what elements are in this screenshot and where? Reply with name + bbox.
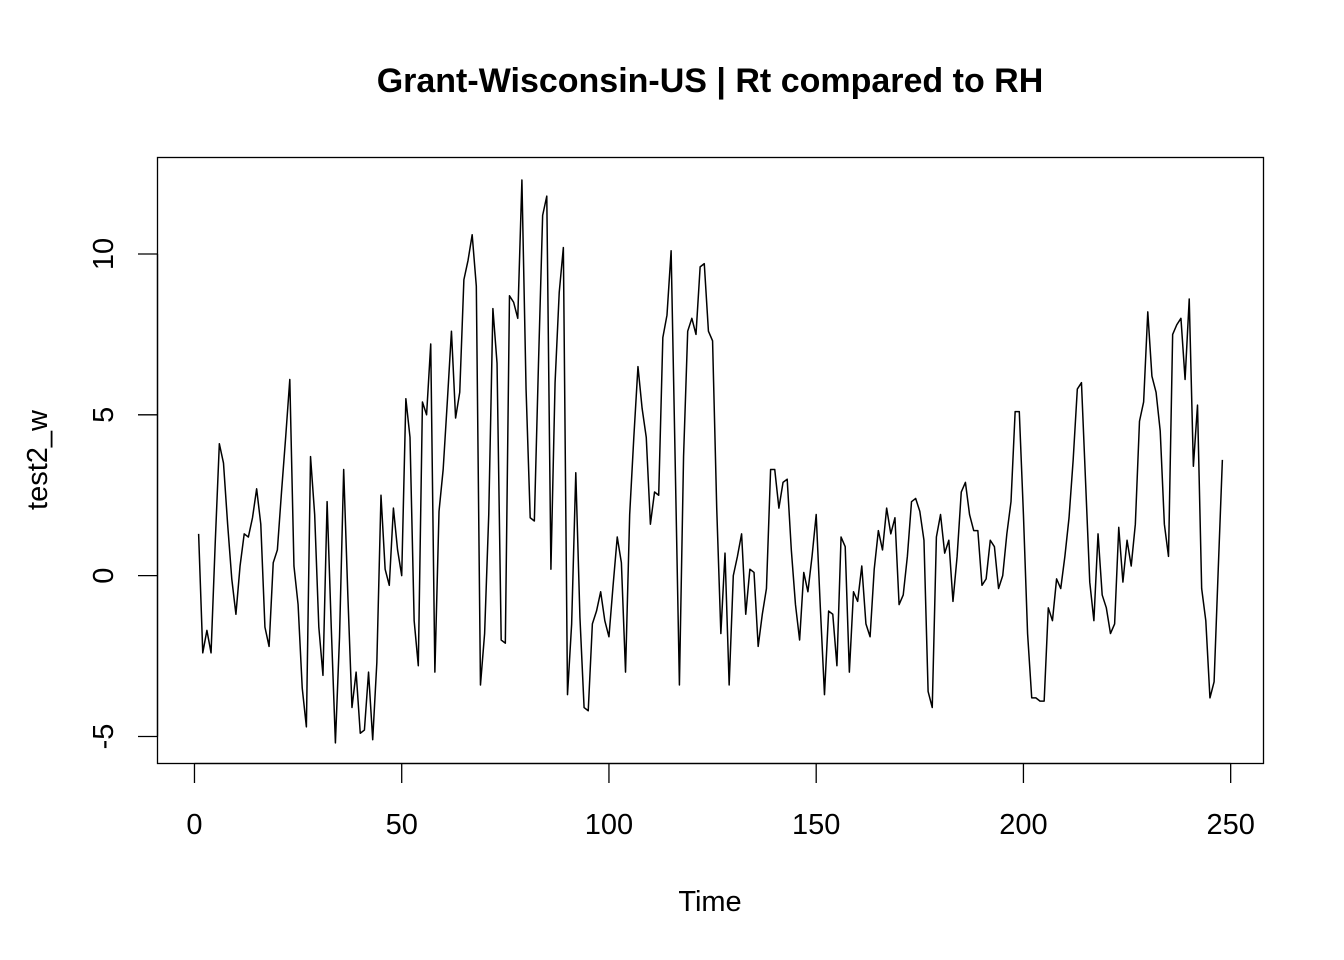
y-axis-label: test2_w [22, 409, 54, 510]
x-axis: 0 50 100 150 200 250 [186, 762, 1255, 841]
x-tick-label: 200 [999, 809, 1047, 841]
x-tick-label: 250 [1206, 809, 1254, 841]
series-layer [197, 179, 1224, 744]
y-tick-label: 5 [88, 407, 120, 423]
y-tick-label: -5 [88, 724, 120, 750]
chart-title: Grant-Wisconsin-US | Rt compared to RH [377, 62, 1044, 100]
x-tick-label: 50 [386, 809, 418, 841]
x-tick-label: 0 [186, 809, 202, 841]
x-tick-label: 100 [585, 809, 633, 841]
y-tick-label: 0 [88, 568, 120, 584]
x-tick-label: 150 [792, 809, 840, 841]
y-tick-label: 10 [88, 238, 120, 270]
y-axis: -5 0 5 10 [88, 238, 159, 750]
x-axis-label: Time [678, 886, 741, 918]
series-line [197, 179, 1224, 744]
